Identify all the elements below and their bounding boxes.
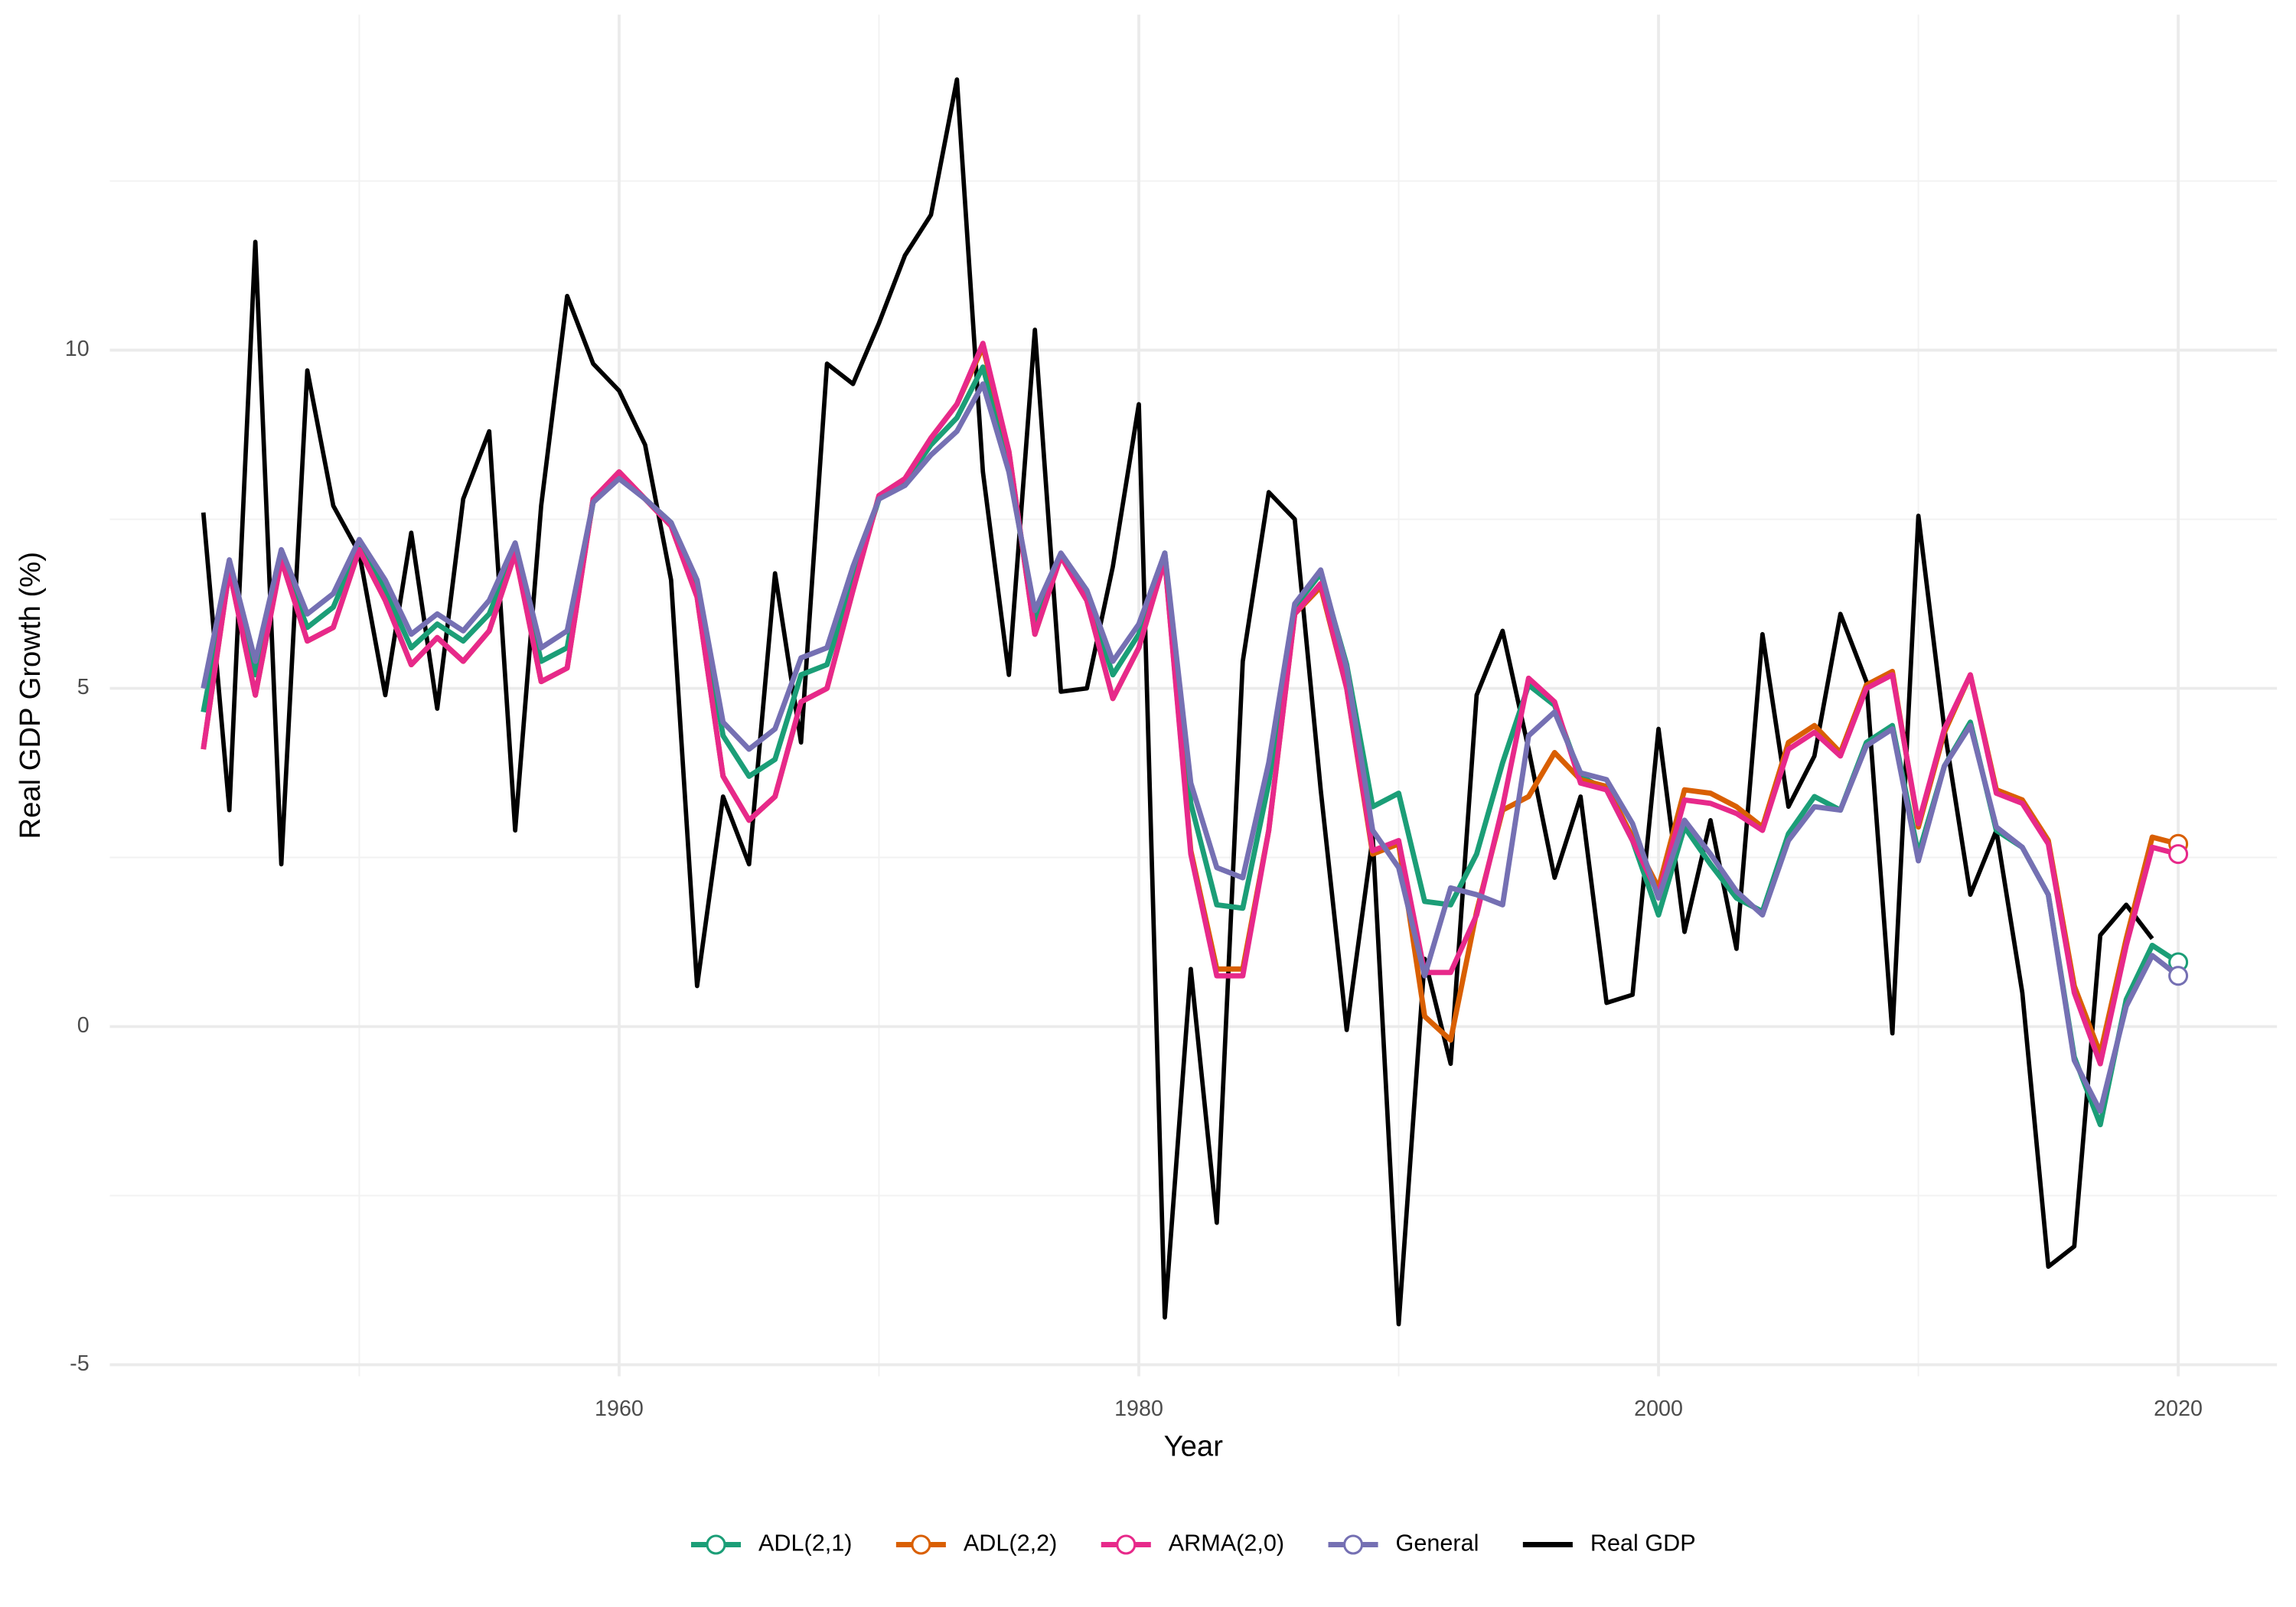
series-line: [201, 344, 2179, 1057]
x-tick-label: 1980: [1114, 1397, 1163, 1421]
y-axis-title: Real GDP Growth (%): [14, 552, 47, 839]
x-tick-label: 1960: [595, 1397, 644, 1421]
x-axis-title: Year: [1164, 1429, 1224, 1462]
y-tick-label: 5: [77, 675, 90, 699]
legend-key-marker: [1343, 1534, 1364, 1555]
end-marker: [2168, 966, 2189, 986]
series-line: [201, 77, 2154, 1327]
x-tick-label: 2000: [1634, 1397, 1683, 1421]
y-tick-label: 0: [77, 1013, 90, 1038]
legend-label: Real GDP: [1590, 1530, 1696, 1556]
series-line: [201, 364, 2180, 1128]
legend-label: ADL(2,2): [964, 1530, 1057, 1556]
series-line: [201, 381, 2180, 1114]
legend-label: General: [1396, 1530, 1479, 1556]
legend-key-marker: [706, 1534, 726, 1555]
legend: ADL(2,1) ADL(2,2) ARMA(2,0) General Real GDP: [690, 1530, 1696, 1556]
y-tick-label: 10: [65, 337, 90, 361]
legend-key-marker: [911, 1534, 931, 1555]
end-marker: [2168, 844, 2189, 865]
series-line: [201, 341, 2179, 1067]
x-tick-label: 2020: [2154, 1397, 2203, 1421]
y-tick-label: -5: [70, 1351, 90, 1376]
legend-key-marker: [1116, 1534, 1137, 1555]
legend-label: ARMA(2,0): [1169, 1530, 1284, 1556]
legend-label: ADL(2,1): [758, 1530, 852, 1556]
